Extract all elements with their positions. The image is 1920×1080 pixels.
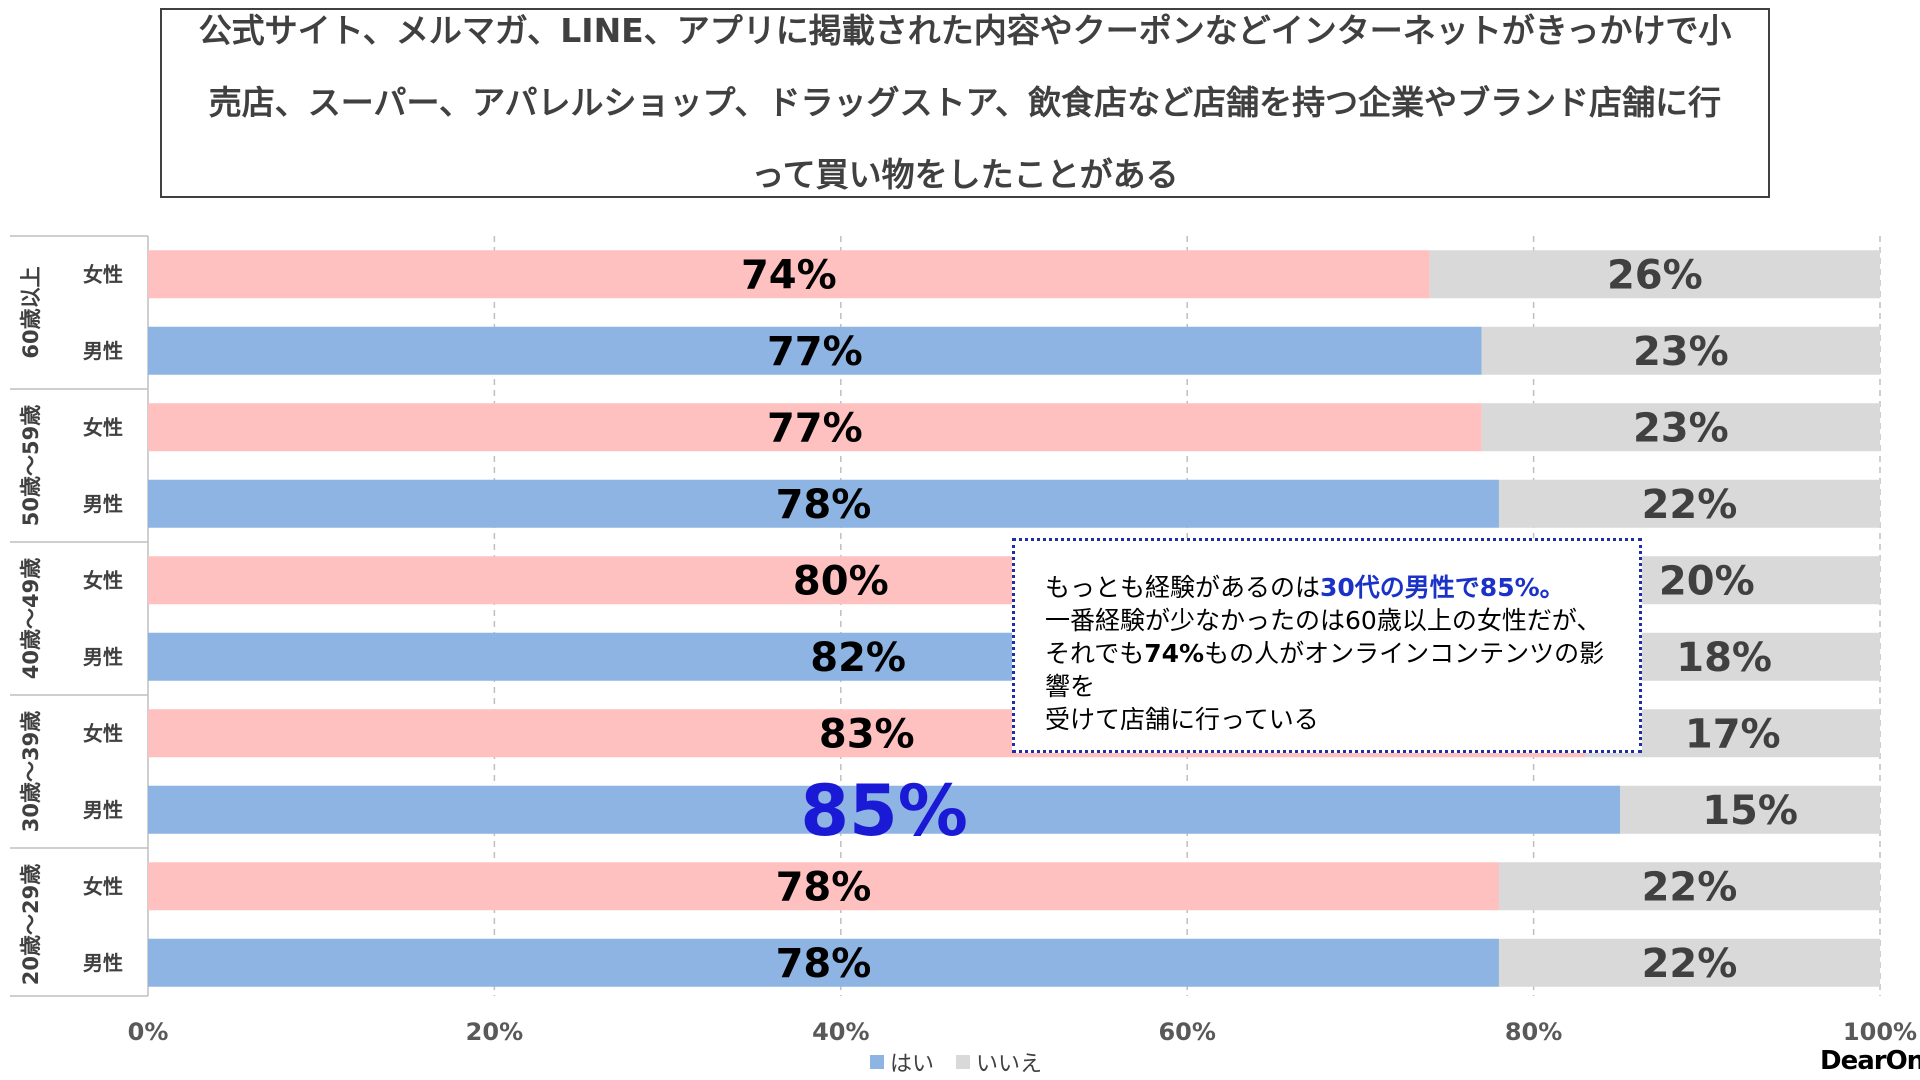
gender-label: 男性 [83,645,123,669]
x-tick-label: 100% [1843,1018,1917,1046]
data-label-yes: 78% [776,482,872,528]
x-tick-label: 0% [128,1018,169,1046]
data-label-no: 22% [1642,864,1738,910]
data-label-no: 15% [1702,788,1798,834]
gender-label: 女性 [83,415,123,439]
chart-title-box: 公式サイト、メルマガ、LINE、アプリに掲載された内容やクーポンなどインターネッ… [160,8,1770,198]
data-label-yes: 78% [776,864,872,910]
bar-no [1498,862,1880,911]
legend-swatch-yes [870,1055,884,1069]
gender-label: 女性 [83,721,123,745]
gender-label: 男性 [83,339,123,363]
bar-no [1498,938,1880,987]
gender-label: 女性 [83,568,123,592]
bar-yes [148,326,1482,375]
data-label-yes: 80% [793,558,889,604]
callout-text: それでも [1045,639,1145,668]
data-label-no: 22% [1642,941,1738,987]
callout-bold-value: 74% [1144,639,1205,668]
bar-yes [148,938,1499,987]
age-group-label: 40歳～49歳 [19,558,43,679]
data-label-no: 17% [1685,711,1781,757]
callout-line-3: それでも74%もの人がオンラインコンテンツの影響を [1045,637,1611,703]
bar-no [1498,479,1880,528]
data-label-yes: 78% [776,941,872,987]
data-label-no: 22% [1642,482,1738,528]
gender-label: 男性 [83,798,123,822]
bar-no [1481,403,1880,452]
gender-label: 女性 [83,262,123,286]
age-group-label: 50歳～59歳 [19,405,43,526]
bar-no [1429,250,1880,299]
legend-item-yes: はい [870,1046,934,1078]
data-label-no: 18% [1676,635,1772,681]
x-tick-label: 20% [466,1018,523,1046]
data-label-no: 23% [1633,405,1729,451]
callout-line-4: 受けて店舗に行っている [1045,705,1319,734]
data-label-no: 20% [1659,558,1755,604]
bar-yes [148,403,1482,452]
callout-text: もっとも経験があるのは [1045,573,1321,602]
callout-text: もの人がオンラインコンテンツの影響を [1045,639,1605,701]
legend-item-no: いいえ [956,1046,1042,1078]
data-label-yes: 83% [819,711,915,757]
age-group-label: 20歳～29歳 [19,864,43,985]
age-group-label: 60歳以上 [19,266,43,358]
chart-legend: はい いいえ [870,1046,1042,1078]
gender-label: 女性 [83,874,123,898]
chart-title: 公式サイト、メルマガ、LINE、アプリに掲載された内容やクーポンなどインターネッ… [198,11,1732,194]
data-label-yes: 82% [810,635,906,681]
data-label-no: 23% [1633,329,1729,375]
x-tick-label: 60% [1158,1018,1215,1046]
callout-line-2: 一番経験が少なかったのは60歳以上の女性だが、 [1045,606,1602,635]
bar-yes [148,785,1621,834]
callout-highlight: 30代の男性で85%。 [1320,573,1565,602]
annotation-callout: もっとも経験があるのは30代の男性で85%。 一番経験が少なかったのは60歳以上… [1012,538,1642,753]
dearone-logo: DearOne [1820,1046,1920,1076]
x-tick-label: 40% [812,1018,869,1046]
x-tick-label: 80% [1505,1018,1562,1046]
bar-yes [148,250,1430,299]
bar-no [1481,326,1880,375]
data-label-yes: 85% [800,770,968,852]
bar-yes [148,862,1499,911]
data-label-yes: 77% [767,405,863,451]
gender-label: 男性 [83,492,123,516]
data-label-yes: 77% [767,329,863,375]
age-group-label: 30歳～39歳 [19,711,43,832]
callout-line-1: もっとも経験があるのは30代の男性で85%。 [1045,571,1611,604]
gender-label: 男性 [83,951,123,975]
data-label-yes: 74% [741,252,837,298]
legend-label-no: いいえ [976,1052,1043,1077]
bar-no [1620,785,1880,834]
data-label-no: 26% [1607,252,1703,298]
legend-swatch-no [956,1055,971,1069]
legend-label-yes: はい [890,1052,935,1077]
bar-yes [148,479,1499,528]
